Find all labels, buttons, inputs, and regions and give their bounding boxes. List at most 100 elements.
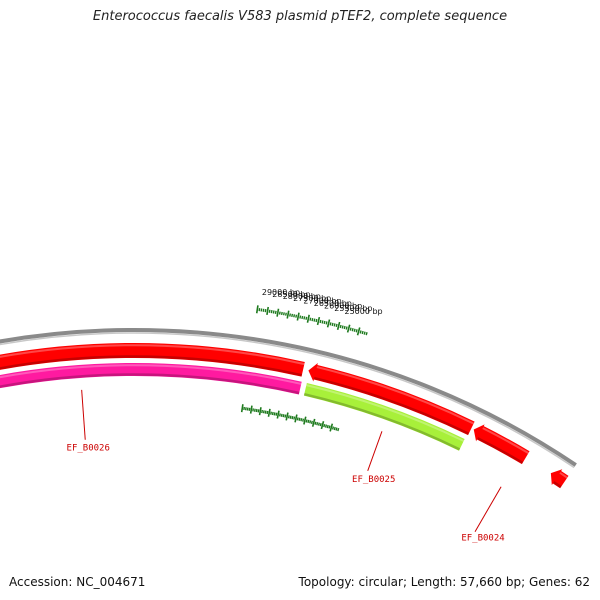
- minor-tick: [270, 310, 273, 314]
- major-tick: [240, 404, 244, 413]
- gene-ef-b0025-shade: [303, 392, 461, 451]
- minor-tick: [262, 410, 265, 414]
- bp-label: 26000 bp: [324, 302, 362, 311]
- minor-tick: [261, 409, 264, 414]
- callout-line: [81, 389, 86, 440]
- minor-tick: [323, 423, 326, 428]
- major-tick: [336, 321, 341, 331]
- minor-tick: [311, 318, 314, 322]
- major-tick: [356, 327, 361, 336]
- major-tick: [320, 421, 325, 430]
- gene-ef-b0026: [0, 363, 302, 395]
- bp-label: 25000 bp: [344, 307, 382, 316]
- minor-tick: [257, 409, 260, 413]
- gene-ef-b0024-highlight: [482, 427, 529, 454]
- gene-ef-b0026-shade: [0, 373, 300, 395]
- bp-label: 29000 bp: [262, 288, 300, 297]
- minor-tick: [353, 328, 356, 332]
- summary-text: Topology: circular; Length: 57,660 bp; G…: [298, 575, 590, 589]
- minor-tick: [341, 325, 344, 329]
- minor-tick: [324, 424, 328, 428]
- inner-tick-ring: [240, 404, 340, 432]
- gene-red-middle-highlight: [316, 366, 475, 425]
- major-tick: [346, 324, 351, 333]
- minor-tick: [284, 312, 287, 316]
- gene-red-left-highlight: [0, 344, 305, 366]
- callout-line: [474, 486, 502, 532]
- minor-tick: [264, 410, 267, 414]
- minor-tick: [278, 413, 281, 417]
- gene-ef-b0025: [303, 383, 465, 451]
- major-tick: [267, 408, 271, 417]
- minor-tick: [319, 423, 322, 427]
- minor-tick: [291, 313, 294, 317]
- minor-tick: [293, 416, 296, 420]
- outer-tick-ring: [255, 305, 368, 336]
- minor-tick: [305, 316, 308, 320]
- minor-tick: [331, 426, 335, 430]
- minor-tick: [361, 330, 364, 335]
- bp-label: 28500 bp: [272, 290, 310, 299]
- minor-tick: [339, 324, 342, 329]
- minor-tick: [280, 413, 283, 417]
- major-tick: [296, 312, 300, 321]
- minor-tick: [291, 416, 294, 420]
- backbone-shadow: [0, 332, 575, 469]
- gene-group: [0, 343, 569, 489]
- minor-tick: [319, 319, 322, 324]
- major-tick: [266, 306, 270, 316]
- gene-red-right-shade: [553, 481, 562, 489]
- minor-tick: [274, 310, 277, 314]
- gene-ef-b0024-shade: [477, 437, 524, 464]
- major-tick: [316, 316, 321, 326]
- minor-tick: [273, 412, 276, 416]
- gene-red-right-highlight: [559, 471, 568, 479]
- major-tick: [276, 410, 280, 419]
- major-tick: [326, 319, 331, 328]
- minor-tick: [284, 414, 287, 418]
- minor-tick: [313, 318, 316, 322]
- minor-tick: [314, 421, 317, 425]
- minor-tick: [305, 419, 308, 423]
- minor-tick: [345, 326, 348, 330]
- minor-tick: [295, 314, 298, 318]
- minor-tick: [315, 318, 318, 323]
- gene-red-left-shade: [0, 355, 303, 377]
- major-tick: [276, 308, 280, 317]
- major-tick: [311, 418, 316, 427]
- minor-tick: [299, 315, 302, 319]
- minor-tick: [293, 314, 296, 318]
- minor-tick: [282, 312, 285, 316]
- minor-tick: [359, 330, 362, 334]
- minor-tick: [298, 417, 301, 421]
- minor-tick: [282, 414, 285, 418]
- major-tick: [306, 314, 310, 323]
- major-tick: [258, 407, 262, 416]
- minor-tick: [355, 329, 358, 333]
- minor-tick: [317, 422, 321, 426]
- bp-label: 26500 bp: [314, 299, 352, 308]
- minor-tick: [275, 412, 278, 416]
- minor-tick: [328, 425, 331, 429]
- gene-red-left: [0, 343, 305, 377]
- major-tick: [249, 405, 253, 414]
- major-tick: [303, 416, 307, 425]
- minor-tick: [323, 320, 326, 325]
- minor-tick: [289, 313, 292, 317]
- minor-tick: [301, 315, 304, 320]
- minor-tick: [363, 331, 366, 335]
- minor-tick: [303, 316, 306, 320]
- minor-tick: [307, 419, 310, 424]
- gene-label-ef-b0025: EF_B0025: [352, 475, 395, 485]
- gene-red-middle: [308, 363, 475, 436]
- minor-tick: [255, 408, 258, 413]
- callout-line: [367, 431, 383, 471]
- gene-ef-b0024: [473, 424, 530, 465]
- minor-tick: [325, 321, 328, 325]
- minor-tick: [335, 427, 338, 431]
- bp-label: 27500 bp: [293, 294, 331, 303]
- minor-tick: [335, 323, 338, 328]
- bp-label: 28000 bp: [283, 292, 321, 301]
- minor-tick: [287, 415, 290, 419]
